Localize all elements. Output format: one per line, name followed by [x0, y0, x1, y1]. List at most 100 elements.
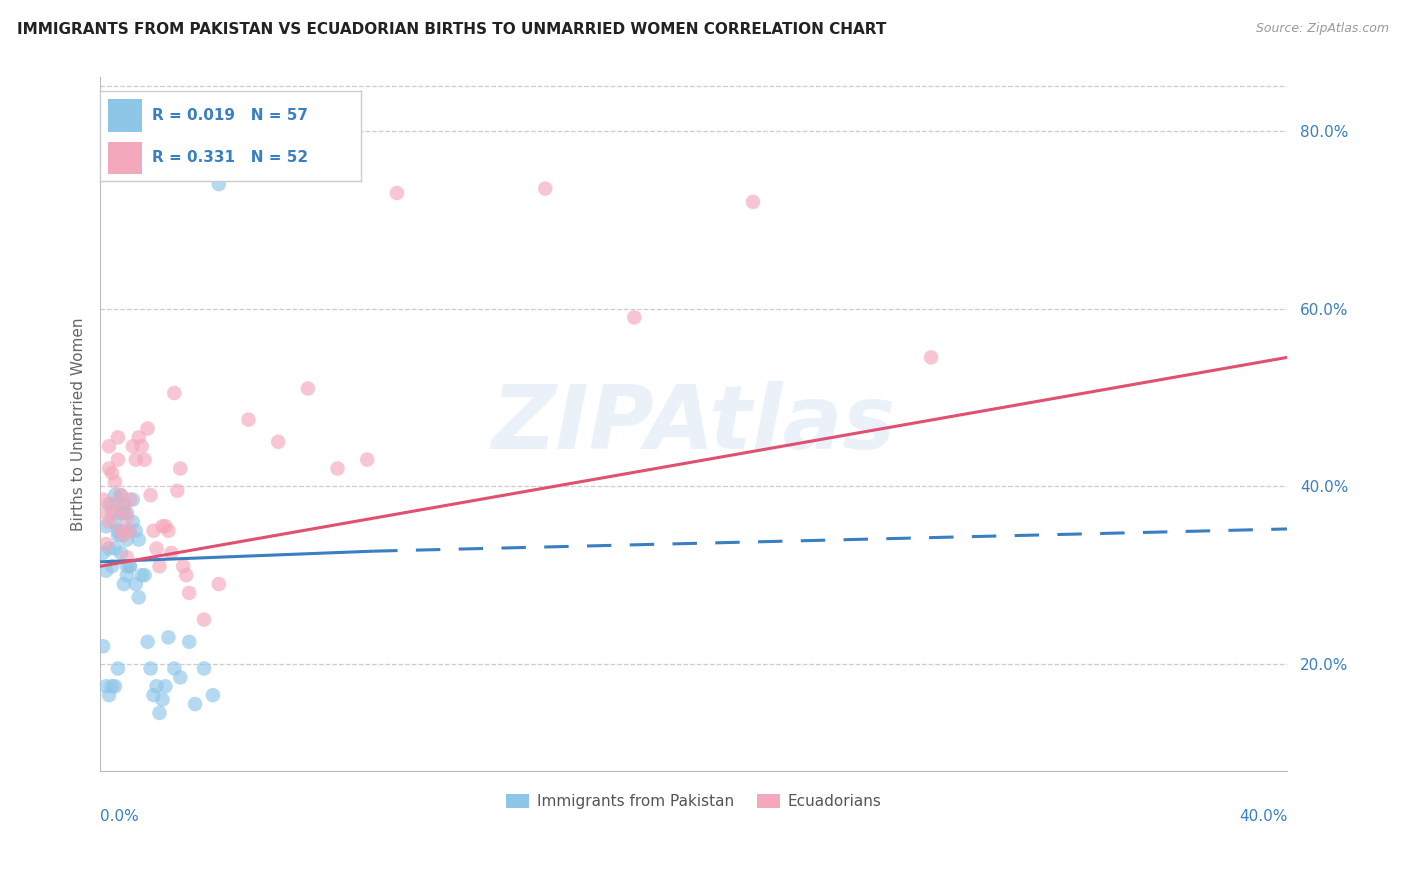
- Point: [139, 661, 162, 675]
- Point: [356, 452, 378, 467]
- Point: [125, 577, 148, 591]
- Point: [134, 568, 156, 582]
- Point: [163, 386, 186, 401]
- Point: [166, 483, 188, 498]
- Point: [104, 475, 127, 489]
- Point: [385, 186, 408, 200]
- Point: [163, 661, 186, 675]
- Point: [139, 488, 162, 502]
- Point: [208, 177, 231, 191]
- Point: [115, 506, 138, 520]
- Point: [115, 510, 138, 524]
- Point: [91, 546, 114, 560]
- Y-axis label: Births to Unmarried Women: Births to Unmarried Women: [72, 318, 86, 531]
- Point: [155, 679, 177, 693]
- Point: [238, 412, 260, 426]
- Point: [128, 533, 150, 547]
- Point: [920, 351, 942, 365]
- Point: [115, 550, 138, 565]
- Point: [118, 492, 141, 507]
- Point: [208, 577, 231, 591]
- Point: [110, 524, 132, 538]
- Point: [136, 635, 159, 649]
- Point: [125, 452, 148, 467]
- Point: [193, 661, 215, 675]
- Point: [98, 515, 121, 529]
- Point: [136, 421, 159, 435]
- Point: [172, 559, 194, 574]
- Text: Source: ZipAtlas.com: Source: ZipAtlas.com: [1256, 22, 1389, 36]
- Point: [94, 506, 117, 520]
- Point: [118, 559, 141, 574]
- Point: [112, 577, 135, 591]
- Point: [179, 635, 201, 649]
- Point: [112, 497, 135, 511]
- Point: [121, 492, 143, 507]
- Point: [107, 661, 129, 675]
- Point: [152, 692, 174, 706]
- Point: [115, 568, 138, 582]
- Point: [94, 519, 117, 533]
- Text: ZIPAtlas: ZIPAtlas: [492, 381, 896, 467]
- Point: [179, 586, 201, 600]
- Point: [118, 524, 141, 538]
- Point: [142, 688, 165, 702]
- Point: [107, 497, 129, 511]
- Point: [115, 559, 138, 574]
- Point: [98, 439, 121, 453]
- Point: [121, 439, 143, 453]
- Point: [157, 631, 180, 645]
- Point: [94, 537, 117, 551]
- Text: 40.0%: 40.0%: [1239, 809, 1286, 824]
- Point: [104, 679, 127, 693]
- Point: [110, 528, 132, 542]
- Point: [115, 533, 138, 547]
- Point: [94, 679, 117, 693]
- Point: [104, 488, 127, 502]
- Point: [160, 546, 183, 560]
- Point: [125, 524, 148, 538]
- Point: [104, 541, 127, 556]
- Point: [623, 310, 645, 325]
- Point: [121, 515, 143, 529]
- Point: [110, 546, 132, 560]
- Point: [98, 688, 121, 702]
- Point: [148, 706, 170, 720]
- Point: [101, 466, 124, 480]
- Legend: Immigrants from Pakistan, Ecuadorians: Immigrants from Pakistan, Ecuadorians: [501, 788, 887, 815]
- Point: [145, 679, 167, 693]
- Point: [112, 506, 135, 520]
- Point: [107, 528, 129, 542]
- Point: [107, 430, 129, 444]
- Point: [128, 430, 150, 444]
- Point: [169, 461, 191, 475]
- Point: [107, 452, 129, 467]
- Point: [297, 382, 319, 396]
- Point: [128, 591, 150, 605]
- Point: [101, 559, 124, 574]
- Point: [110, 488, 132, 502]
- Point: [742, 194, 765, 209]
- Point: [157, 524, 180, 538]
- Point: [131, 439, 153, 453]
- Point: [152, 519, 174, 533]
- Point: [131, 568, 153, 582]
- Text: 0.0%: 0.0%: [100, 809, 139, 824]
- Point: [326, 461, 349, 475]
- Point: [98, 497, 121, 511]
- Point: [110, 488, 132, 502]
- Point: [184, 697, 207, 711]
- Point: [98, 541, 121, 556]
- Text: IMMIGRANTS FROM PAKISTAN VS ECUADORIAN BIRTHS TO UNMARRIED WOMEN CORRELATION CHA: IMMIGRANTS FROM PAKISTAN VS ECUADORIAN B…: [17, 22, 886, 37]
- Point: [118, 559, 141, 574]
- Point: [201, 688, 224, 702]
- Point: [94, 564, 117, 578]
- Point: [169, 670, 191, 684]
- Point: [101, 679, 124, 693]
- Point: [112, 501, 135, 516]
- Point: [145, 541, 167, 556]
- Point: [148, 559, 170, 574]
- Point: [118, 524, 141, 538]
- Point: [155, 519, 177, 533]
- Point: [98, 461, 121, 475]
